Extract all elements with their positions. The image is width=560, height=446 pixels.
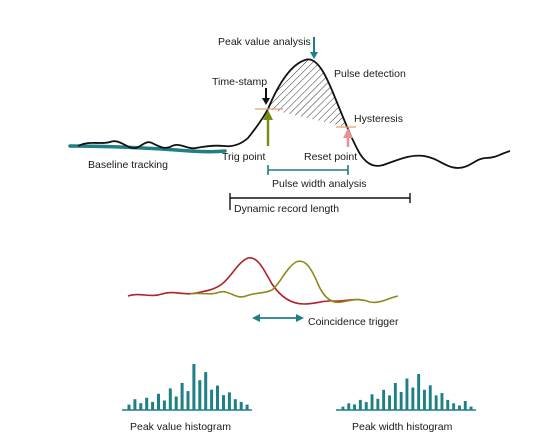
- peak-width-histogram-bar-3: [358, 399, 362, 410]
- label-peak-width-histogram: Peak width histogram: [352, 421, 453, 433]
- peak-width-histogram-bar-13: [417, 374, 421, 410]
- label-pulse-width-analysis: Pulse width analysis: [272, 178, 367, 190]
- peak-width-histogram-bar-21: [463, 401, 467, 410]
- peak-width-histogram-bar-14: [423, 389, 426, 411]
- label-hysteresis: Hysteresis: [354, 113, 403, 125]
- label-time-stamp: Time-stamp: [212, 76, 267, 88]
- peak-width-histogram-bar-15: [428, 385, 432, 411]
- peak-width-histogram-bar-7: [382, 389, 386, 411]
- peak-value-histogram-bar-10: [186, 391, 190, 410]
- peak-value-histogram-bar-17: [227, 392, 231, 410]
- label-dynamic-record-length: Dynamic record length: [234, 203, 339, 215]
- pulse-area-hatch: [268, 59, 346, 128]
- peak-value-histogram-bar-16: [222, 395, 225, 410]
- label-peak-value-analysis: Peak value analysis: [218, 36, 311, 48]
- peak-value-histogram-bar-9: [180, 382, 184, 410]
- dynamic-record-bracket: [229, 193, 411, 210]
- peak-value-histogram-bar-18: [233, 399, 237, 410]
- peak-value-histogram-bar-1: [133, 399, 137, 410]
- peak-width-histogram-bar-5: [370, 394, 374, 411]
- peak-width-histogram-bar-8: [388, 395, 391, 410]
- label-peak-value-histogram: Peak value histogram: [130, 421, 231, 433]
- peak-width-histogram-bar-1: [347, 403, 351, 411]
- peak-value-histogram-bar-4: [151, 401, 155, 410]
- peak-value-histogram-bar-6: [162, 400, 166, 410]
- peak-width-histogram-bar-17: [440, 393, 444, 410]
- peak-width-histogram-bar-9: [393, 383, 397, 410]
- label-coincidence-trigger: Coincidence trigger: [308, 316, 399, 328]
- peak-width-histogram-bar-4: [364, 402, 368, 410]
- peak-width-histogram-bar-12: [411, 387, 415, 410]
- peak-value-histogram-bar-12: [198, 380, 202, 410]
- label-reset-point: Reset point: [304, 151, 357, 163]
- peak-width-histogram-bar-16: [434, 395, 438, 410]
- pulse-olive-waveform: [189, 260, 399, 304]
- peak-value-histogram-bar-15: [216, 385, 219, 410]
- peak-width-histogram-bar-11: [405, 378, 409, 410]
- peak-width-histogram-bar-18: [446, 399, 450, 410]
- peak-width-histogram-bar-6: [376, 398, 380, 411]
- peak-value-histogram-bar-8: [174, 396, 178, 410]
- peak-width-histogram-bar-19: [452, 403, 456, 411]
- baseline-tracking-line: [68, 144, 227, 154]
- pulse-red-waveform: [127, 257, 363, 305]
- peak-width-histogram-bar-0: [341, 406, 345, 410]
- peak-width-histogram-bar-10: [399, 392, 403, 410]
- peak-value-histogram-bar-20: [245, 404, 249, 410]
- peak-width-histogram-bar-22: [469, 406, 473, 410]
- peak-value-histogram: [127, 364, 249, 410]
- peak-value-histogram-bar-5: [157, 393, 160, 410]
- peak-value-histogram-bar-14: [210, 389, 214, 410]
- label-baseline-tracking: Baseline tracking: [88, 159, 168, 171]
- pulse-width-bracket: [267, 165, 349, 175]
- label-pulse-detection: Pulse detection: [334, 68, 406, 80]
- peak-value-histogram-bar-11: [192, 364, 196, 410]
- peak-value-histogram-bar-0: [127, 404, 131, 410]
- peak-value-histogram-bar-13: [204, 372, 208, 410]
- peak-value-histogram-bar-19: [239, 401, 243, 410]
- peak-width-histogram-bar-20: [458, 405, 461, 410]
- peak-value-histogram-bar-7: [168, 388, 172, 410]
- peak-value-histogram-bar-2: [139, 403, 143, 410]
- peak-width-histogram-bar-2: [353, 404, 356, 410]
- label-trig-point: Trig point: [222, 151, 265, 163]
- peak-value-histogram-bar-3: [145, 397, 149, 410]
- peak-width-histogram: [341, 374, 473, 411]
